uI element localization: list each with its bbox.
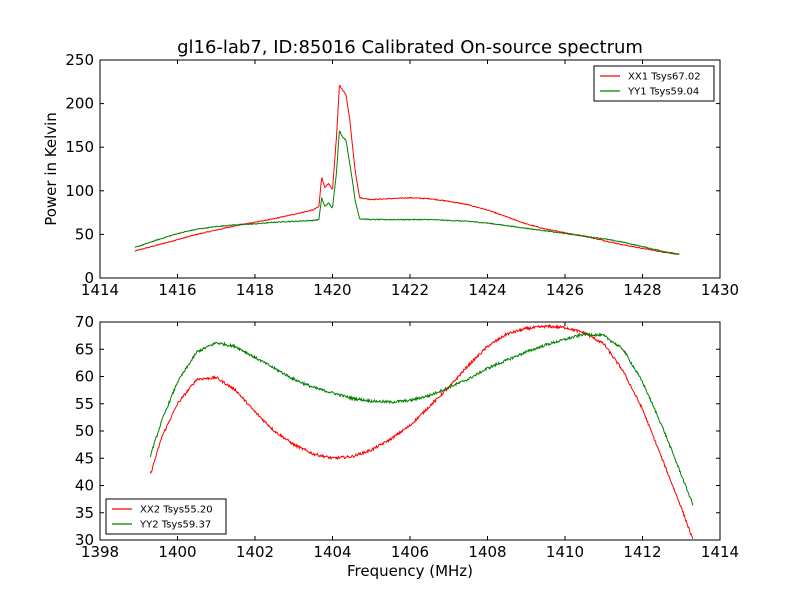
y-tick-label: 200 bbox=[65, 95, 94, 113]
bottom-panel: 1398 1400 1402 1404 1406 1408 1410 1412 1414 30 35… bbox=[75, 313, 739, 580]
legend: XX1 Tsys67.02 YY1 Tsys59.04 bbox=[593, 65, 715, 102]
y-tick-label: 55 bbox=[75, 395, 94, 413]
y-tick-label: 250 bbox=[65, 51, 94, 69]
series-line-2 bbox=[149, 332, 694, 506]
x-tick-label: 1430 bbox=[701, 281, 739, 299]
x-tick-label: 1398 bbox=[81, 543, 119, 561]
legend-entry: YY2 Tsys59.37 bbox=[139, 520, 211, 531]
y-tick-label: 65 bbox=[75, 340, 94, 358]
legend-entry: XX2 Tsys55.20 bbox=[140, 505, 213, 516]
x-tick-label: 1414 bbox=[701, 543, 739, 561]
x-tick-label: 1402 bbox=[236, 543, 274, 561]
y-tick-label: 35 bbox=[75, 504, 94, 522]
top-panel: 1414 1416 1418 1420 1422 1424 1426 1428 1430 0 50 1… bbox=[42, 51, 739, 299]
legend-entry: YY1 Tsys59.04 bbox=[627, 87, 699, 98]
y-tick-label: 50 bbox=[75, 225, 94, 243]
legend: XX2 Tsys55.20 YY2 Tsys59.37 bbox=[105, 498, 227, 535]
y-tick-label: 30 bbox=[75, 531, 94, 549]
x-tick-label: 1420 bbox=[313, 281, 351, 299]
x-tick-label: 1418 bbox=[236, 281, 274, 299]
x-tick-label: 1422 bbox=[391, 281, 429, 299]
legend-entry: XX1 Tsys67.02 bbox=[628, 72, 701, 83]
x-tick-label: 1424 bbox=[468, 281, 506, 299]
y-tick-label: 150 bbox=[65, 138, 94, 156]
series-line-2 bbox=[134, 130, 680, 256]
x-axis-label: Frequency (MHz) bbox=[347, 562, 473, 580]
y-tick-label: 50 bbox=[75, 422, 94, 440]
x-tick-label: 1408 bbox=[468, 543, 506, 561]
x-tick-label: 1416 bbox=[158, 281, 196, 299]
x-tick-label: 1412 bbox=[623, 543, 661, 561]
x-tick-label: 1410 bbox=[546, 543, 584, 561]
y-tick-label: 100 bbox=[65, 182, 94, 200]
y-tick-label: 0 bbox=[84, 269, 94, 287]
legend-box bbox=[593, 65, 715, 102]
y-tick-label: 40 bbox=[75, 477, 94, 495]
x-tick-label: 1406 bbox=[391, 543, 429, 561]
x-tick-label: 1404 bbox=[313, 543, 351, 561]
x-tick-label: 1426 bbox=[546, 281, 584, 299]
y-tick-label: 70 bbox=[75, 313, 94, 331]
y-tick-label: 60 bbox=[75, 368, 94, 386]
y-axis-label: Power in Kelvin bbox=[42, 112, 60, 226]
x-tick-label: 1400 bbox=[158, 543, 196, 561]
x-tick-label: 1428 bbox=[623, 281, 661, 299]
x-tick-label: 1414 bbox=[81, 281, 119, 299]
series-line-1 bbox=[149, 323, 694, 539]
chart-title: gl16-lab7, ID:85016 Calibrated On-source… bbox=[177, 37, 643, 58]
legend-box bbox=[105, 498, 227, 535]
y-tick-label: 45 bbox=[75, 449, 94, 467]
